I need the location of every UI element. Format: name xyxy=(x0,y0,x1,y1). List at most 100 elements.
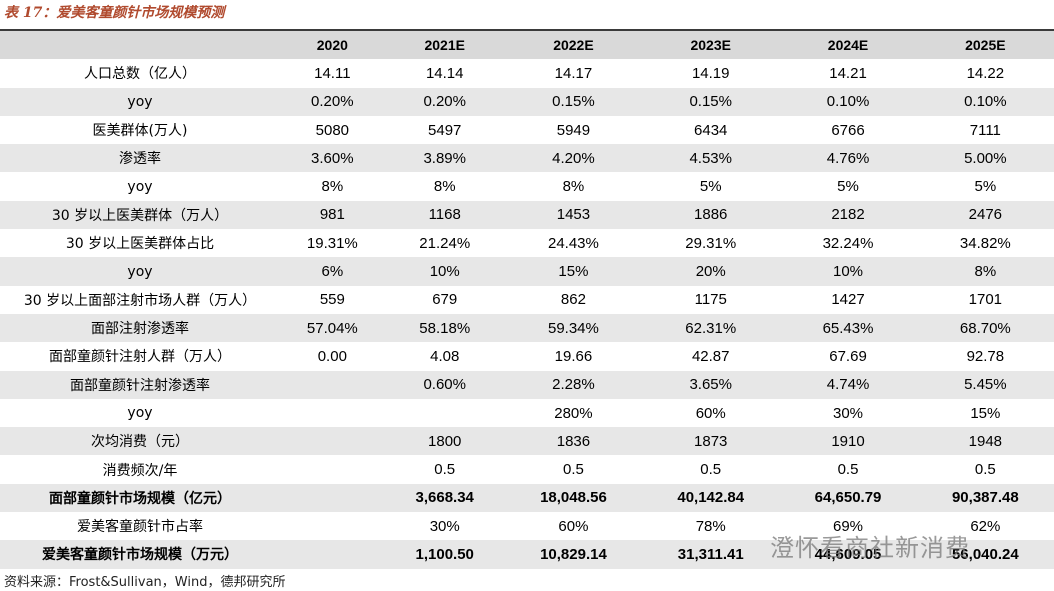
cell: 消费频次/年 xyxy=(102,462,178,479)
cell: 10,829.14 xyxy=(504,540,643,569)
table-row: yoy 0.20% 0.20% 0.15% 0.15% 0.10% 0.10% xyxy=(0,87,1054,116)
cell: 8% xyxy=(433,178,456,196)
header-cell xyxy=(0,30,280,60)
cell: 医美群体(万人) xyxy=(92,123,188,140)
table-row: 爱美客童颜针市场规模（万元） 1,100.50 10,829.14 31,311.41… xyxy=(0,540,1054,569)
cell: 30% xyxy=(833,404,864,422)
cell: yoy xyxy=(127,178,153,195)
table-row: 渗透率 3.60% 3.89% 4.20% 4.53% 4.76% 5.00% xyxy=(0,144,1054,173)
cell: 14.11 xyxy=(314,64,351,82)
cell: 981 xyxy=(280,200,385,230)
cell: 2182 xyxy=(779,200,917,230)
watermark: 澄怀看商社新消费 xyxy=(770,534,970,562)
cell: 2476 xyxy=(916,200,1054,230)
table-row: 人口总数（亿人） 14.11 14.14 14.17 14.19 14.21 14.22 xyxy=(0,59,1054,87)
cell: 30 岁以上医美群体（万人） xyxy=(0,200,280,230)
cell: 4.76% xyxy=(779,144,917,173)
cell: yoy xyxy=(127,405,153,421)
cell: 30 岁以上医美群体占比 xyxy=(65,236,215,253)
cell: 42.87 xyxy=(691,347,730,365)
cell: 69% xyxy=(833,517,864,535)
cell: 1836 xyxy=(504,427,643,456)
cell: 1873 xyxy=(642,427,780,456)
cell: 14.21 xyxy=(829,64,867,82)
cell: 面部童颜针注射人群（万人） xyxy=(49,349,231,366)
cell: 14.14 xyxy=(425,64,464,82)
cell: 30 岁以上面部注射市场人群（万人） xyxy=(23,292,257,309)
cell: 14.19 xyxy=(691,64,730,82)
cell: 67.69 xyxy=(829,347,867,365)
cell: 32.24% xyxy=(822,234,874,252)
cell: 1701 xyxy=(968,291,1003,309)
cell: 6% xyxy=(280,257,385,286)
cell: 爱美客童颜针市占率 xyxy=(77,519,203,536)
cell: 3.65% xyxy=(642,370,780,399)
table-row: 医美群体(万人) 5080 5497 5949 6434 6766 7111 xyxy=(0,116,1054,144)
cell: 3,668.34 xyxy=(384,483,505,513)
cell: 19.66 xyxy=(554,347,593,365)
cell: 1,100.50 xyxy=(384,540,505,569)
cell: 29.31% xyxy=(685,234,737,252)
cell: 68.70% xyxy=(916,313,1054,343)
cell: 5% xyxy=(974,178,997,196)
table-row: 面部童颜针注射渗透率 0.60% 2.28% 3.65% 4.74% 5.45% xyxy=(0,370,1054,399)
cell: 10% xyxy=(779,257,917,286)
cell: 8% xyxy=(321,178,344,196)
cell: 1427 xyxy=(831,291,865,309)
cell: 20% xyxy=(642,257,780,286)
cell: 559 xyxy=(319,291,345,309)
cell: 1948 xyxy=(916,427,1054,456)
table-row: yoy 6% 10% 15% 20% 10% 8% xyxy=(0,257,1054,286)
cell: 280% xyxy=(554,404,593,422)
table-row: 消费频次/年 0.5 0.5 0.5 0.5 0.5 xyxy=(0,455,1054,483)
cell: 面部童颜针市场规模（亿元） xyxy=(0,483,280,513)
cell: 5% xyxy=(837,178,859,196)
empty-cell xyxy=(280,427,385,456)
cell: 渗透率 xyxy=(0,144,280,173)
cell: 92.78 xyxy=(966,347,1005,365)
empty-cell xyxy=(280,483,385,513)
cell: 62% xyxy=(970,517,1001,535)
cell: 6434 xyxy=(694,121,728,139)
cell: 8% xyxy=(562,178,585,196)
cell: 次均消费（元） xyxy=(0,427,280,456)
header-cell: 2021E xyxy=(384,30,505,60)
cell: 0.60% xyxy=(384,370,505,399)
empty-cell xyxy=(280,512,385,540)
header-cell: 2025E xyxy=(916,30,1054,60)
cell: 31,311.41 xyxy=(642,540,780,569)
table-row: 次均消费（元） 1800 1836 1873 1910 1948 xyxy=(0,427,1054,456)
cell: 0.5 xyxy=(434,461,456,479)
cell: 15% xyxy=(504,257,643,286)
empty-cell xyxy=(280,370,385,399)
cell: 57.04% xyxy=(280,313,385,343)
empty-cell xyxy=(280,399,385,427)
cell: 65.43% xyxy=(779,313,917,343)
cell: 面部童颜针注射渗透率 xyxy=(0,370,280,399)
cell: 34.82% xyxy=(959,234,1011,252)
cell: 862 xyxy=(560,291,586,309)
cell: 4.74% xyxy=(779,370,917,399)
cell: 1168 xyxy=(384,200,505,230)
cell: 90,387.48 xyxy=(916,483,1054,513)
cell: 62.31% xyxy=(642,313,780,343)
cell: 1800 xyxy=(384,427,505,456)
cell: 44,609.05 xyxy=(779,540,917,569)
table-row: 30 岁以上面部注射市场人群（万人） 559 679 862 1175 1427 1701 xyxy=(0,286,1054,314)
cell: 4.53% xyxy=(642,144,780,173)
cell: 5497 xyxy=(428,121,462,139)
cell: 爱美客童颜针市场规模（万元） xyxy=(0,540,280,569)
cell: 58.18% xyxy=(384,313,505,343)
cell: 0.00 xyxy=(317,347,347,365)
table: 2020 2021E 2022E 2023E 2024E 2025E 人口总数（亿人） 14.… xyxy=(0,29,1054,569)
cell: 8% xyxy=(916,257,1054,286)
cell: 5.00% xyxy=(916,144,1054,173)
cell: 19.31% xyxy=(306,234,358,252)
empty-cell xyxy=(280,540,385,569)
cell: 60% xyxy=(558,517,589,535)
cell: 1886 xyxy=(642,200,780,230)
cell: 0.15% xyxy=(504,87,643,116)
cell: 0.5 xyxy=(563,461,584,479)
cell: 1175 xyxy=(694,291,727,309)
cell: 14.22 xyxy=(966,64,1005,82)
